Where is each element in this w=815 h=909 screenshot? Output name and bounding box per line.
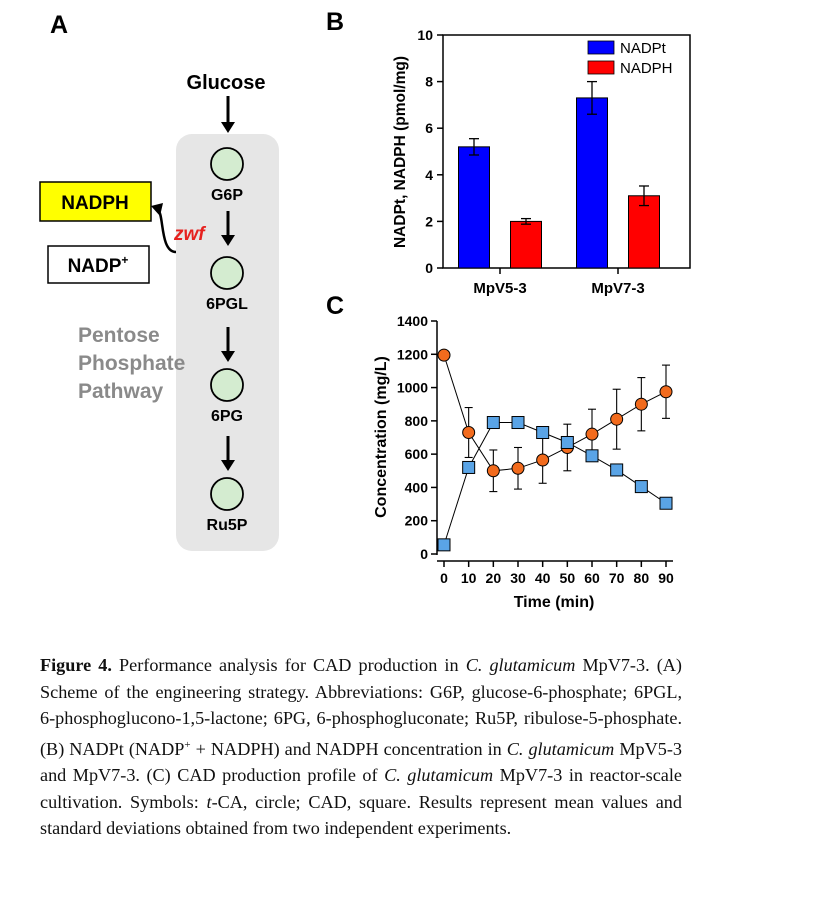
panel-a-label: A xyxy=(50,11,68,39)
legend-label-nadpt: NADPt xyxy=(620,40,667,57)
y-tick-label: 2 xyxy=(425,213,433,229)
node-6pgl-label: 6PGL xyxy=(206,296,248,313)
caption-species: C. glutamicum xyxy=(465,655,576,675)
node-g6p-circle xyxy=(210,147,244,181)
data-point-circle xyxy=(610,412,624,426)
y-tick-label: 4 xyxy=(425,167,433,183)
arrowhead xyxy=(221,351,235,362)
data-point-circle xyxy=(659,385,673,399)
x-category-label: MpV7-3 xyxy=(591,280,644,297)
y-tick-label: 200 xyxy=(405,513,429,529)
bar-nadpt-mpv5-3 xyxy=(458,146,490,269)
arrowhead xyxy=(151,203,163,216)
x-tick-label: 50 xyxy=(560,570,576,586)
pathway-label-line1: Pentose xyxy=(78,324,160,347)
y-tick-label: 1000 xyxy=(397,380,428,396)
glucose-label: Glucose xyxy=(187,72,266,94)
x-tick-label: 90 xyxy=(658,570,674,586)
node-g6p-label: G6P xyxy=(211,187,243,204)
x-tick-label: 0 xyxy=(440,570,448,586)
data-point-circle xyxy=(511,461,525,475)
y-tick-label: 400 xyxy=(405,479,429,495)
y-tick-label: 600 xyxy=(405,446,429,462)
bar-nadph-mpv5-3 xyxy=(510,220,542,269)
caption-text: Performance analysis for CAD production … xyxy=(111,655,466,675)
node-6pgl-circle xyxy=(210,256,244,290)
data-point-square xyxy=(511,416,525,430)
panel-b-plot-frame xyxy=(442,34,691,269)
arrowhead xyxy=(221,122,235,133)
data-point-square xyxy=(437,538,451,552)
y-tick-label: 0 xyxy=(425,260,433,276)
caption-species: C. glutamicum xyxy=(506,738,615,759)
panel-a-scheme: A Glucose G6P 6PGL 6PG Ru5P NADPH NADP+ … xyxy=(39,11,279,551)
node-6pg-circle xyxy=(210,368,244,402)
x-tick-label: 30 xyxy=(510,570,526,586)
arrowhead xyxy=(221,460,235,471)
node-ru5p-circle xyxy=(210,477,244,511)
data-point-circle xyxy=(486,464,500,478)
caption-text: MpV5-3 and MpV7-3. (C) CAD production pr… xyxy=(40,738,682,786)
zwf-enzyme-label: zwf xyxy=(173,224,206,245)
y-tick-label: 6 xyxy=(425,120,433,136)
nadph-box xyxy=(39,181,152,222)
arrowhead xyxy=(221,235,235,246)
data-point-square xyxy=(486,416,500,430)
data-point-circle xyxy=(560,440,574,454)
y-tick-label: 8 xyxy=(425,74,433,90)
caption-species: C. glutamicum xyxy=(384,765,494,786)
legend-swatch-nadph xyxy=(587,60,615,75)
nadp-box xyxy=(47,245,150,284)
y-tick-label: 10 xyxy=(417,27,433,43)
y-tick-label: 1400 xyxy=(397,313,428,329)
data-point-square xyxy=(634,480,648,494)
x-tick-label: 60 xyxy=(584,570,600,586)
legend-label-nadph: NADPH xyxy=(620,60,673,77)
data-point-circle xyxy=(437,348,451,362)
data-point-square xyxy=(610,463,624,477)
data-point-circle xyxy=(462,426,476,440)
panel-c-x-axis-title: Time (min) xyxy=(514,594,595,611)
caption-text: -CA, circle; CAD, square. Results repres… xyxy=(40,791,682,839)
panel-c-label: C xyxy=(326,292,344,320)
pathway-label-line2: Phosphate xyxy=(78,352,185,375)
series-line-circle xyxy=(443,354,667,472)
data-point-circle xyxy=(634,397,648,411)
bar-nadph-mpv7-3 xyxy=(628,195,660,269)
series-line-square xyxy=(443,422,667,545)
data-point-square xyxy=(560,435,574,449)
panel-b-label: B xyxy=(326,8,344,36)
x-tick-label: 10 xyxy=(461,570,477,586)
bar-nadpt-mpv7-3 xyxy=(576,97,608,269)
pathway-label-line3: Pathway xyxy=(78,380,164,403)
caption-text: MpV7-3. (A) Scheme of the engineering st… xyxy=(40,655,682,759)
caption-superscript: + xyxy=(184,738,191,751)
x-category-label: MpV5-3 xyxy=(473,280,526,297)
y-tick-label: 1200 xyxy=(397,346,428,362)
panel-b-y-axis-title: NADPt, NADPH (pmol/mg) xyxy=(392,56,409,248)
nadph-label: NADPH xyxy=(61,193,129,214)
data-point-circle xyxy=(585,427,599,441)
node-6pg-label: 6PG xyxy=(211,408,243,425)
y-tick-label: 0 xyxy=(420,546,428,562)
nadp-label: NADP+ xyxy=(68,253,129,277)
data-point-circle xyxy=(536,453,550,467)
y-tick-label: 800 xyxy=(405,413,429,429)
data-point-square xyxy=(659,496,673,510)
legend-swatch-nadpt xyxy=(587,40,615,55)
caption-text: + NADPH) and NADPH concentration in xyxy=(190,738,507,759)
data-point-square xyxy=(585,449,599,463)
data-point-square xyxy=(462,460,476,474)
data-point-square xyxy=(536,426,550,440)
x-tick-label: 20 xyxy=(486,570,502,586)
caption-figure-label: Figure 4. xyxy=(40,655,112,675)
figure-caption: Figure 4. Performance analysis for CAD p… xyxy=(40,652,682,842)
caption-tca-prefix: t xyxy=(206,791,212,812)
x-tick-label: 80 xyxy=(634,570,650,586)
x-tick-label: 40 xyxy=(535,570,551,586)
node-ru5p-label: Ru5P xyxy=(207,517,248,534)
panel-c-y-axis-title: Concentration (mg/L) xyxy=(373,356,390,518)
caption-text: MpV7-3 in reactor-scale cultivation. Sym… xyxy=(40,765,682,812)
x-tick-label: 70 xyxy=(609,570,625,586)
